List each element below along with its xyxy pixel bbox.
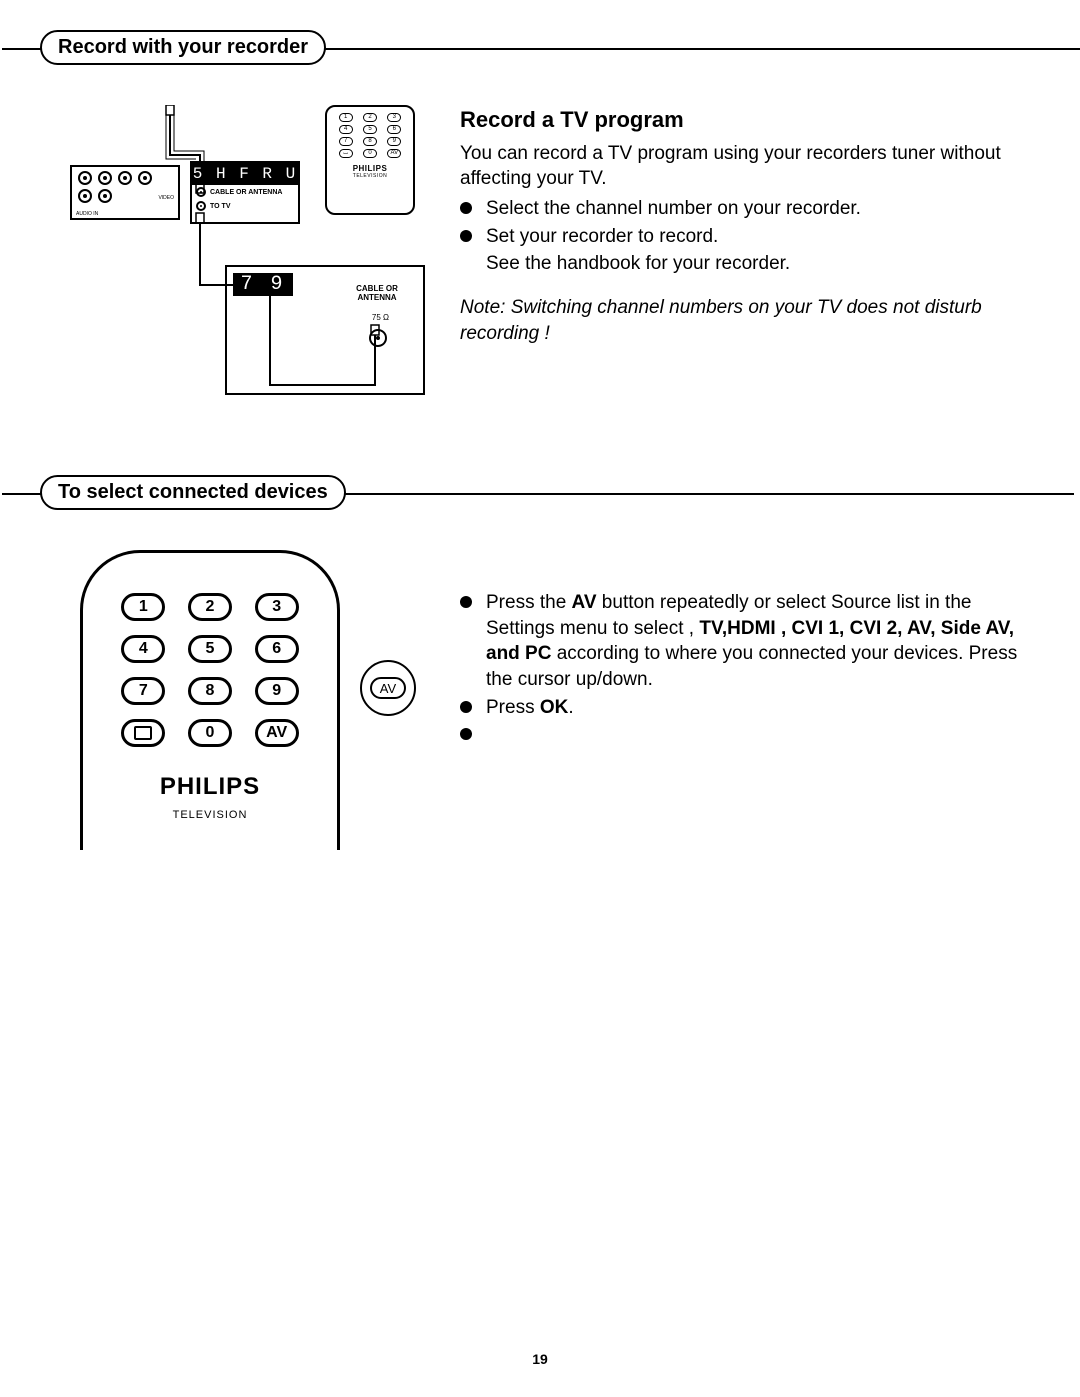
remote-button-0: 0 — [188, 719, 232, 747]
remote-button-8: 8 — [188, 677, 232, 705]
coax-label: CABLE ORANTENNA — [347, 285, 407, 303]
section-heading-2: To select connected devices — [40, 475, 346, 510]
remote-button-6: 6 — [255, 635, 299, 663]
remote-button-7: 7 — [121, 677, 165, 705]
remote-button-av: AV — [255, 719, 299, 747]
remote-button-4: 4 — [121, 635, 165, 663]
bullet-press-av: Press the AV button repeatedly or select… — [460, 590, 1040, 693]
mini-remote: 1 2 3 4 5 6 7 8 9 ⌴ 0 AV PHILIPS TELE — [325, 105, 415, 215]
remote-button-5: 5 — [188, 635, 232, 663]
av-button-callout: AV — [360, 660, 416, 716]
recorder-front-panel: 5 H F R U CABLE OR ANTENNA TO TV — [190, 161, 300, 224]
tv-rear-panel: 7 9 CABLE ORANTENNA 75 Ω — [225, 265, 425, 395]
section-select-devices: To select connected devices 1 2 3 4 5 6 … — [40, 475, 1040, 870]
section-record-with-recorder: Record with your recorder — [40, 30, 1040, 425]
intro-text: You can record a TV program using your r… — [460, 141, 1040, 192]
page-number: 19 — [532, 1351, 548, 1367]
bullet-press-ok: Press OK. — [460, 695, 1040, 721]
note-text: Note: Switching channel numbers on your … — [460, 295, 1040, 346]
remote-diagram: 1 2 3 4 5 6 7 8 9 0 AV PHILIPS TELEV — [40, 550, 440, 870]
brand-label: PHILIPS — [83, 773, 337, 801]
bullet-empty — [460, 722, 1040, 736]
connection-diagram: AUDIO IN VIDEO 5 H F R U CABLE OR ANTENN… — [40, 105, 440, 425]
remote-button-2: 2 — [188, 593, 232, 621]
big-remote: 1 2 3 4 5 6 7 8 9 0 AV PHILIPS TELEV — [80, 550, 340, 850]
coax-jack — [369, 329, 387, 347]
remote-button-9: 9 — [255, 677, 299, 705]
remote-button-1: 1 — [121, 593, 165, 621]
tv-display: 7 9 — [233, 273, 293, 296]
remote-button-screen — [121, 719, 165, 747]
section-heading: Record with your recorder — [40, 30, 326, 65]
remote-button-3: 3 — [255, 593, 299, 621]
recorder-display: 5 H F R U — [192, 163, 298, 185]
subheading-record-tv: Record a TV program — [460, 105, 1040, 135]
bullet-select-channel: Select the channel number on your record… — [460, 196, 1040, 222]
recorder-rear-panel: AUDIO IN VIDEO — [70, 165, 180, 220]
bullet-set-record: Set your recorder to record. — [460, 224, 1040, 250]
handbook-text: See the handbook for your recorder. — [460, 251, 1040, 277]
television-label: TELEVISION — [83, 809, 337, 821]
